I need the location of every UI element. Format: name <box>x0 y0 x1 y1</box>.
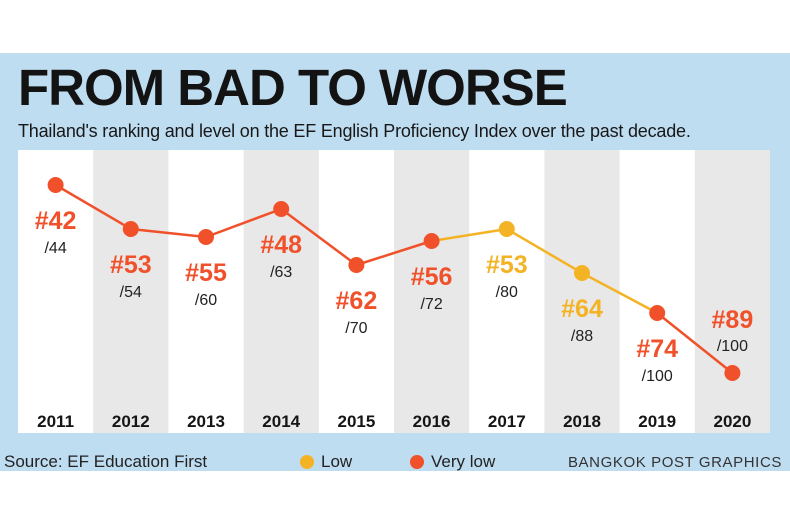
column-stripe <box>394 150 470 433</box>
column-stripe <box>694 150 770 433</box>
data-point <box>273 201 290 217</box>
line-segment <box>205 207 282 239</box>
data-point <box>122 221 139 237</box>
x-tick-label: 2020 <box>713 412 751 431</box>
x-tick-label: 2017 <box>488 412 526 431</box>
source-note: Source: EF Education First <box>4 452 208 471</box>
rank-label: #48 <box>260 231 302 259</box>
x-tick-label: 2019 <box>638 412 676 431</box>
legend-item-low: Low <box>300 452 352 472</box>
credit-note: BANGKOK POST GRAPHICS <box>567 454 782 471</box>
data-point <box>724 365 741 381</box>
line-segment <box>356 239 432 267</box>
total-label: /44 <box>44 240 66 257</box>
column-stripe <box>93 150 169 433</box>
rank-label: #64 <box>561 295 603 323</box>
data-point <box>198 229 214 245</box>
line-segment <box>130 227 207 239</box>
legend-label-very-low: Very low <box>431 452 496 471</box>
total-label: /60 <box>195 292 217 309</box>
total-label: /80 <box>496 284 518 301</box>
data-point <box>423 233 440 249</box>
chart-subtitle: Thailand's ranking and level on the EF E… <box>18 121 691 141</box>
rank-label: #42 <box>35 207 77 235</box>
column-stripe <box>544 150 620 433</box>
data-point <box>348 257 365 273</box>
plot-area: #42/44 #53/54 #55/60 #48/63 #62/70 #56/72 #53 /… <box>18 150 770 433</box>
total-label: /54 <box>120 284 142 301</box>
total-label: /88 <box>571 328 593 345</box>
x-tick-label: 2014 <box>262 412 300 431</box>
data-point <box>498 221 515 237</box>
total-label: /100 <box>717 338 748 355</box>
rank-label: #62 <box>336 287 378 315</box>
line-segment <box>54 183 132 231</box>
x-tick-label: 2013 <box>187 412 225 431</box>
line-segment <box>431 227 507 243</box>
x-tick-label: 2015 <box>337 412 375 431</box>
line-segment <box>506 227 583 275</box>
x-tick-label: 2016 <box>413 412 451 431</box>
column-stripe <box>243 150 319 433</box>
line-segment <box>280 207 358 267</box>
rank-label: #53 <box>110 251 152 279</box>
rank-label: #89 <box>712 306 754 334</box>
total-label: /63 <box>270 264 292 281</box>
legend-swatch-very-low <box>410 455 424 469</box>
data-point <box>574 265 590 281</box>
legend-label-low: Low <box>321 452 353 471</box>
x-tick-label: 2011 <box>37 412 74 431</box>
x-tick-label: 2018 <box>563 412 601 431</box>
line-segment <box>581 271 658 315</box>
chart-title: FROM BAD TO WORSE <box>18 59 568 116</box>
data-point <box>649 305 666 321</box>
rank-label: #55 <box>185 259 227 287</box>
rank-label: #74 <box>636 335 678 363</box>
legend-swatch-low <box>300 455 314 469</box>
x-tick-label: 2012 <box>112 412 150 431</box>
legend-item-very-low: Very low <box>410 452 495 472</box>
total-label: /72 <box>420 296 442 313</box>
total-label: /70 <box>345 320 367 337</box>
data-point <box>47 177 64 193</box>
line-chart: #42/44 #53/54 #55/60 #48/63 #62/70 #56/72 #53 /… <box>35 150 770 433</box>
rank-label: #56 <box>411 263 453 291</box>
rank-label: #53 <box>486 251 528 279</box>
total-label: /100 <box>642 368 673 385</box>
line-segment <box>656 312 734 374</box>
